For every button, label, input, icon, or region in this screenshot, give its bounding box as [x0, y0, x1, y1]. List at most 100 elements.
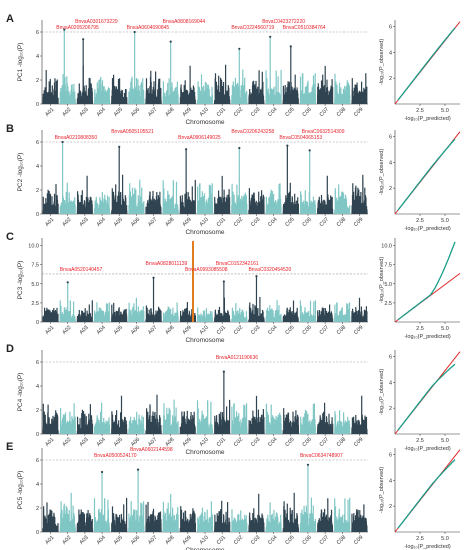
x-tick-label: A10: [199, 437, 210, 448]
y-axis-label: PC5 -log₁₀(P): [17, 471, 24, 510]
snp-label: BnvaC0423272220: [262, 19, 305, 25]
qq-y-tick-label: 6: [389, 452, 392, 458]
x-tick-label: A06: [130, 325, 141, 336]
x-axis-label: Chromosome: [185, 449, 224, 456]
chromosome-points-c05: [282, 300, 299, 322]
x-tick-label: C08: [336, 437, 347, 448]
qq-y-axis-label: -log₁₀(P_observed): [379, 149, 385, 195]
chromosome-points-a01: [42, 70, 59, 104]
chromosome-points-c08: [334, 184, 351, 214]
snp-point: [289, 45, 292, 48]
snp-point: [136, 468, 140, 471]
chromosome-points-a10: [196, 400, 214, 434]
x-tick-label: C03: [250, 217, 261, 228]
chromosome-points-c08: [334, 302, 351, 322]
qq-plot: 2 4 6 2.5 5.0 -log₁₀(P_predicted) -log₁₀(P_obs…: [379, 448, 461, 550]
x-tick-label: A10: [199, 325, 210, 336]
chromosome-points-c03: [248, 395, 265, 434]
chromosome-points-c04: [265, 300, 282, 322]
chromosome-points-c09: [351, 73, 368, 104]
snp-label: BnvaA0520140457: [60, 267, 103, 273]
x-tick-label: C09: [353, 535, 364, 546]
y-tick-label: 4: [36, 482, 39, 488]
qq-y-axis-label: -log₁₀(P_observed): [379, 39, 385, 85]
chromosome-points-a06: [128, 411, 145, 434]
chromosome-points-c03: [248, 188, 265, 214]
snp-point: [269, 35, 272, 38]
snp-label: BnvaC0152342161: [216, 261, 259, 267]
x-tick-label: A09: [182, 107, 193, 118]
chromosome-points-a10: [196, 183, 214, 214]
chromosome-points-a05: [111, 302, 128, 322]
chromosome-points-c01: [214, 297, 231, 322]
x-tick-label: A09: [182, 535, 193, 546]
snp-label: BnvaC0504065153: [279, 135, 322, 141]
x-tick-label: A07: [147, 325, 158, 336]
chromosome-points-a01: [42, 184, 59, 214]
x-tick-label: C02: [233, 325, 244, 336]
chromosome-points-a09: [179, 506, 196, 532]
y-tick-label: 4: [36, 164, 39, 170]
chromosome-points-c08: [334, 73, 351, 104]
panel-label: C: [6, 231, 14, 243]
snp-point: [185, 148, 188, 151]
x-tick-label: C09: [353, 107, 364, 118]
chromosome-points-c06: [299, 497, 317, 532]
x-tick-label: C09: [353, 325, 364, 336]
x-tick-label: A01: [44, 535, 55, 546]
qq-observed-points: [397, 241, 456, 321]
panel-label: E: [6, 441, 13, 453]
snp-point: [308, 149, 311, 152]
qq-x-axis-label: -log₁₀(P_predicted): [404, 544, 450, 550]
qq-plot: 2 4 6 2.5 5.0 -log₁₀(P_predicted) -log₁₀(P_obs…: [379, 20, 461, 122]
x-tick-label: A07: [147, 437, 158, 448]
chromosome-points-c03: [248, 70, 265, 104]
y-tick-label: 0: [36, 530, 39, 536]
x-tick-label: A05: [113, 107, 124, 118]
qq-observed-points: [397, 27, 456, 101]
x-tick-label: C07: [319, 217, 330, 228]
snp-label: BnvaC0634748907: [300, 453, 343, 459]
x-tick-label: A10: [199, 535, 210, 546]
snp-label: BnvaC0510384764: [283, 25, 326, 31]
x-tick-label: A09: [182, 437, 193, 448]
chromosome-points-a07: [145, 394, 162, 434]
x-tick-label: C05: [284, 325, 295, 336]
x-tick-label: A10: [199, 107, 210, 118]
x-tick-label: C03: [250, 437, 261, 448]
x-tick-label: C04: [267, 217, 278, 228]
snp-label: BnvaC0320454520: [248, 267, 291, 273]
chromosome-points-a09: [179, 65, 196, 104]
snp-point: [255, 275, 258, 278]
snp-point: [118, 145, 121, 148]
chromosome-points-c04: [265, 69, 282, 104]
chromosome-points-a06: [128, 179, 145, 214]
x-tick-label: C01: [216, 107, 227, 118]
chromosome-points-c01: [214, 399, 231, 434]
x-tick-label: A06: [130, 437, 141, 448]
snp-label: BnvaC0206243258: [231, 129, 274, 135]
chromosome-points-a10: [197, 307, 213, 322]
x-tick-label: C06: [302, 535, 313, 546]
chromosome-points-a04: [93, 302, 111, 322]
snp-label: BnvaC0632514309: [302, 129, 345, 135]
qq-x-tick-label: 2.5: [416, 438, 424, 444]
x-tick-label: A08: [164, 535, 175, 546]
chromosome-points-a01: [42, 307, 59, 322]
y-tick-label: 10.0: [28, 244, 39, 250]
qq-x-tick-label: 5.0: [441, 438, 449, 444]
x-tick-label: A07: [147, 535, 158, 546]
x-tick-label: A04: [96, 325, 107, 336]
qq-x-tick-label: 5.0: [441, 536, 449, 542]
x-tick-label: C02: [233, 535, 244, 546]
snp-point: [222, 280, 225, 283]
chromosome-points-a01: [42, 403, 59, 434]
chromosome-points-c06: [299, 403, 316, 434]
snp-label: BnvaA0121190636: [216, 355, 258, 361]
qq-y-tick-label: 4: [389, 380, 392, 386]
chromosome-points-c02: [231, 403, 248, 434]
chromosome-points-c02: [231, 509, 248, 532]
x-axis-label: Chromosome: [185, 547, 224, 550]
chromosome-points-a08: [162, 399, 179, 434]
